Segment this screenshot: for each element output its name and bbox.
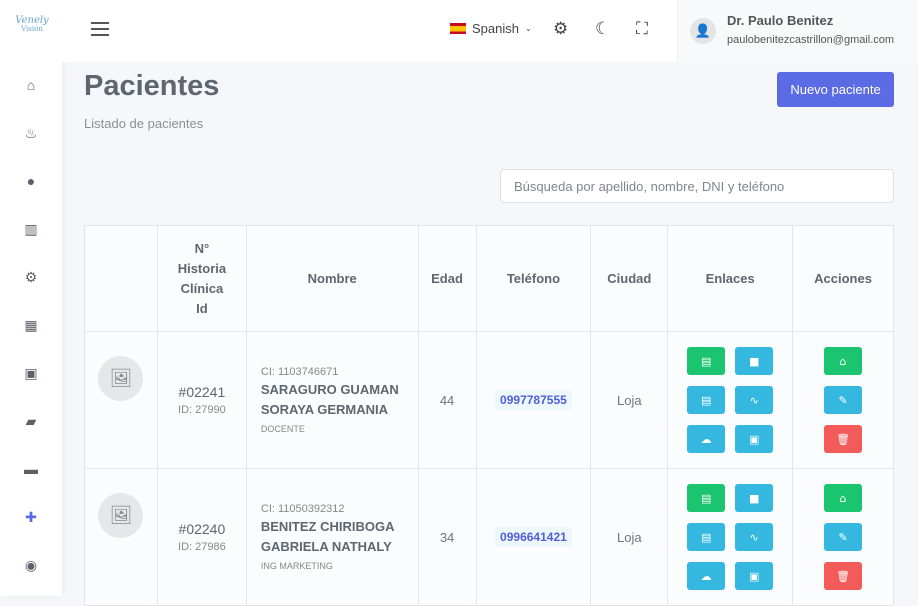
patient-city: Loja (590, 468, 669, 606)
column-header: Teléfono (475, 225, 592, 332)
edit-button[interactable]: ✎ (824, 386, 863, 414)
user-menu[interactable]: 👤 Dr. Paulo Benitez paulobenitezcastrill… (677, 0, 918, 62)
table-row: 🖼 #02241 ID: 27990 CI: 1103746671 SARAGURO… (84, 331, 894, 469)
patient-id: ID: 27986 (178, 541, 226, 553)
birthday-cake-icon[interactable]: ♨ (24, 125, 38, 141)
archive-icon[interactable]: ▬ (24, 461, 38, 477)
patient-occupation: DOCENTE (260, 424, 305, 434)
eye-icon[interactable]: ◉ (24, 557, 38, 573)
logo-text: Venely (15, 15, 49, 26)
history-number: #02241 (178, 384, 226, 400)
delete-button[interactable]: 🗑 (824, 425, 863, 453)
folder-button[interactable]: ■ (735, 347, 774, 375)
user-circle-icon[interactable]: ● (26, 173, 36, 189)
appointment-calendar-button[interactable]: ▣ (735, 562, 774, 590)
menu-toggle-icon[interactable] (91, 22, 109, 36)
cloud-upload-button[interactable]: ☁ (687, 425, 726, 453)
home-button[interactable]: ⌂ (824, 347, 863, 375)
column-header (84, 225, 158, 332)
patient-photo-placeholder-icon: 🖼 (98, 492, 144, 538)
column-header: Nombre (245, 225, 419, 332)
cloud-upload-button[interactable]: ☁ (687, 562, 726, 590)
barcode-icon[interactable]: ▥ (24, 221, 38, 237)
appointment-calendar-button[interactable]: ▣ (735, 425, 774, 453)
vitals-pulse-button[interactable]: ∿ (735, 386, 774, 414)
patient-name: SARAGURO GUAMAN SORAYA GERMANIA (260, 382, 399, 417)
avatar: 👤 (690, 18, 716, 44)
new-patient-button[interactable]: Nuevo paciente (777, 72, 894, 107)
fullscreen-icon[interactable]: ⛶ (636, 19, 648, 38)
vitals-pulse-button[interactable]: ∿ (735, 523, 774, 551)
home-button[interactable]: ⌂ (824, 484, 863, 512)
clinical-record-button[interactable]: ▤ (687, 484, 726, 512)
settings-gear-icon[interactable]: ⚙ (553, 19, 569, 38)
column-header: Acciones (792, 225, 894, 332)
page-subtitle: Listado de pacientes (84, 116, 204, 131)
clinical-record-button[interactable]: ▤ (687, 347, 726, 375)
page-title: Pacientes (84, 70, 220, 102)
folder-button[interactable]: ■ (735, 484, 774, 512)
spain-flag-icon (450, 23, 466, 34)
delete-button[interactable]: 🗑 (824, 562, 863, 590)
column-header: Edad (417, 225, 477, 332)
sidebar: Venely Visión ⌂ ♨ ● ▥ ⚙ ▦ ▣ ▰ ▬ ✚ ◉ (0, 0, 62, 596)
patient-age: 34 (417, 468, 477, 606)
patient-city: Loja (590, 331, 669, 469)
language-selector[interactable]: Spanish ⌄ (450, 21, 532, 36)
patient-name: BENITEZ CHIRIBOGA GABRIELA NATHALY (260, 519, 395, 554)
logo-subtext: Visión (21, 25, 43, 33)
patient-phone[interactable]: 0997787555 (495, 390, 572, 410)
calculator-icon[interactable]: ▦ (24, 317, 38, 333)
medical-file-button[interactable]: ▤ (687, 386, 726, 414)
column-header: Enlaces (667, 225, 794, 332)
patient-occupation: ING MARKETING (260, 561, 333, 571)
patients-table: N° Historia Clínica Id Nombre Edad Teléfono… (84, 225, 894, 606)
history-number: #02240 (178, 521, 226, 537)
patient-photo-placeholder-icon: 🖼 (98, 355, 144, 401)
user-name: Dr. Paulo Benitez (727, 13, 834, 28)
dark-mode-moon-icon[interactable]: ☾ (595, 19, 611, 38)
search-input[interactable] (500, 169, 894, 203)
user-email: paulobenitezcastrillon@gmail.com (727, 34, 895, 46)
folder-open-icon[interactable]: ▰ (25, 413, 37, 429)
calendar-check-icon[interactable]: ▣ (24, 365, 38, 381)
medical-file-button[interactable]: ▤ (687, 523, 726, 551)
patient-ci: CI: 11050392312 (260, 503, 345, 515)
gear-icon[interactable]: ⚙ (24, 269, 38, 285)
medical-kit-icon[interactable]: ✚ (25, 509, 37, 525)
patient-ci: CI: 1103746671 (260, 366, 339, 378)
logo[interactable]: Venely Visión (12, 16, 52, 34)
column-header: Ciudad (590, 225, 669, 332)
patient-phone[interactable]: 0996641421 (495, 527, 572, 547)
home-icon[interactable]: ⌂ (26, 77, 36, 93)
table-row: 🖼 #02240 ID: 27986 CI: 11050392312 BENITEZ… (84, 468, 894, 606)
edit-button[interactable]: ✎ (824, 523, 863, 551)
language-label: Spanish (472, 21, 519, 36)
column-header: N° Historia Clínica Id (156, 225, 247, 332)
patient-id: ID: 27990 (178, 404, 226, 416)
top-header: Spanish ⌄ ⚙ ☾ ⛶ 👤 Dr. Paulo Benitez paulo… (62, 0, 918, 62)
chevron-down-icon: ⌄ (524, 24, 532, 33)
patient-age: 44 (417, 331, 477, 469)
